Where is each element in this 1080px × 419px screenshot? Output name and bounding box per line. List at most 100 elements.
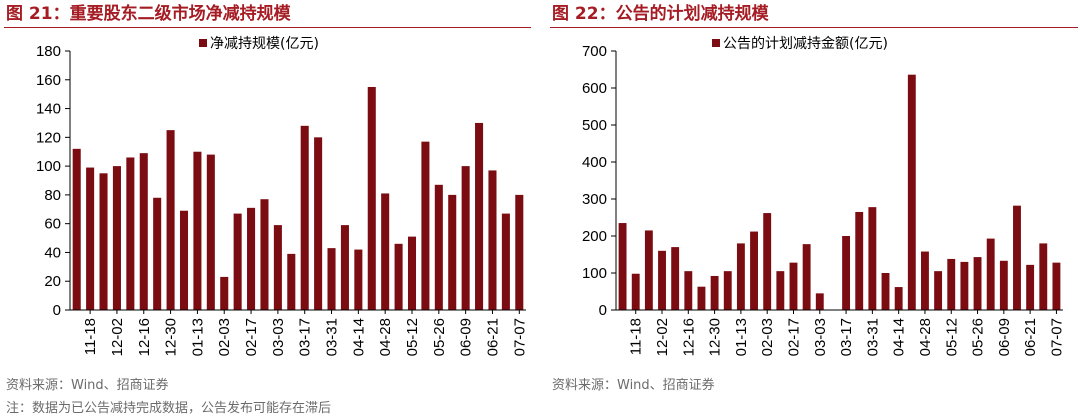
y-tick-label: 120 [36,129,61,146]
footnote: 注：数据为已公告减持完成数据，公告发布可能存在滞后 [6,401,332,416]
x-tick-label: 12-02 [654,318,671,356]
bar [802,244,811,310]
x-tick-label: 04-14 [350,318,367,356]
bar [644,230,653,310]
bar [287,253,296,310]
left-bar-chart: 0 20 40 60 80 100 120 140 160 180 11-18 12-02 12-16 1… [36,36,528,356]
y-tick-label: 160 [36,72,61,89]
bar [750,231,758,310]
bar [166,130,175,310]
y-tick-label: 140 [36,101,61,118]
x-tick-label: 12-16 [136,318,153,356]
right-bar-chart: 0 100 200 300 400 500 600 700 11-18 12-02 12-16 12-… [582,36,1065,356]
bar [448,194,457,310]
x-tick-label: 11-18 [82,318,99,355]
y-tick-label: 100 [36,158,61,175]
bar [684,271,693,310]
y-tick-label: 300 [582,191,607,208]
y-tick-label: 700 [582,43,607,60]
bar [260,199,269,310]
bar [206,154,215,310]
y-tick-label: 60 [44,216,61,233]
bar [515,194,524,310]
x-tick-label: 12-02 [109,318,126,356]
bar [220,276,229,310]
legend-swatch [712,39,720,47]
right-source-note: 资料来源：Wind、招商证券 [552,378,715,393]
bar [247,207,256,310]
bar [789,262,798,310]
x-tick-label: 02-17 [243,318,260,356]
y-tick-label: 0 [599,302,607,319]
bar [947,258,956,310]
y-tick-label: 400 [582,154,607,171]
x-tick-label: 12-30 [163,318,180,356]
bar [1013,205,1021,310]
x-tick-label: 04-14 [891,318,908,356]
bar [340,225,349,310]
x-tick-label: 12-30 [707,318,724,356]
x-tick-label: 03-17 [838,318,855,356]
x-tick-label: 05-26 [970,318,987,356]
bar [394,243,403,310]
bar [855,211,864,310]
y-tick-label: 40 [44,244,61,261]
x-tick-label: 05-12 [943,318,960,356]
bar [300,125,309,310]
x-tick-label: 01-13 [189,318,206,356]
x-tick-label: 06-09 [996,318,1013,356]
x-tick-label: 06-21 [484,318,501,356]
bar [986,238,995,310]
left-source-note: 资料来源：Wind、招商证券 [6,378,169,393]
x-tick-label: 02-03 [216,318,233,356]
right-title-rule [550,27,1078,28]
bar [907,74,916,311]
x-tick-label: 02-03 [759,318,776,356]
x-tick-label: 07-07 [1048,318,1065,356]
bar [842,236,851,310]
x-tick-label: 03-17 [297,318,314,356]
bar [327,248,336,310]
bar [815,293,824,310]
bar [421,141,430,310]
left-title-rule [4,27,531,28]
bar [354,249,363,310]
x-tick-label: 04-28 [917,318,934,356]
bar [488,170,497,310]
bar [193,151,202,310]
y-tick-label: 180 [36,43,61,60]
x-tick-label: 03-31 [864,318,881,356]
bar [868,207,877,310]
y-tick-label: 500 [582,117,607,134]
bar [999,260,1008,310]
bar [179,210,189,310]
bar [881,273,890,310]
x-tick-label: 06-09 [458,318,475,356]
bar [501,213,510,310]
x-tick-label: 12-16 [680,318,697,356]
bar [273,225,282,310]
bar [367,86,376,310]
bar [314,137,323,310]
bar [1026,264,1035,310]
bar [381,193,390,310]
bar [697,286,706,310]
bar [86,167,95,310]
bar [434,184,443,310]
bar [658,250,666,310]
bar [407,236,417,310]
bar [153,197,162,310]
y-tick-label: 100 [582,265,607,282]
bar [233,213,242,310]
bar [618,223,627,310]
bar [960,261,969,310]
bar [631,273,640,310]
bar [72,148,81,310]
legend-swatch [199,39,207,47]
x-tick-label: 07-07 [511,318,528,356]
x-tick-label: 03-03 [270,318,287,356]
left-chart-title: 图 21：重要股东二级市场净减持规模 [6,4,291,24]
x-tick-label: 11-18 [628,318,645,355]
x-tick-label: 03-03 [812,318,829,356]
y-tick-label: 600 [582,80,607,97]
